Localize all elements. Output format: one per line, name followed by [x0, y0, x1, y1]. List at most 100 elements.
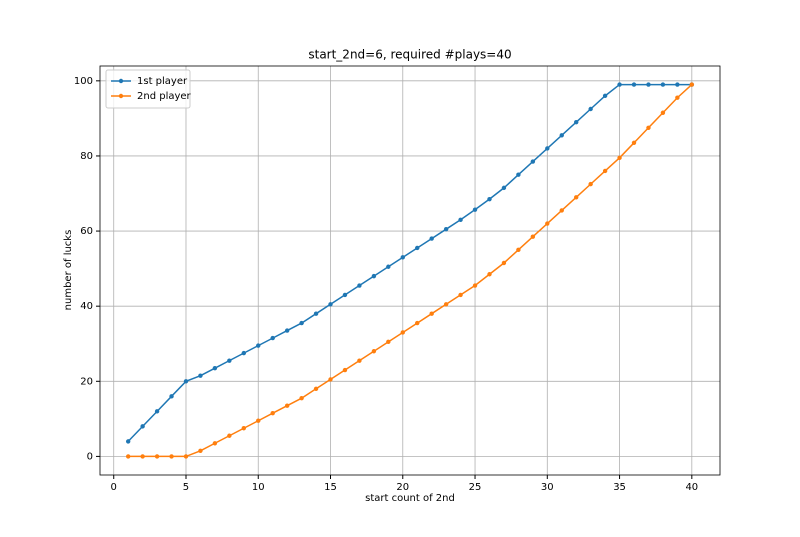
data-point [588, 106, 593, 112]
data-point [588, 181, 593, 187]
legend-label: 2nd player [137, 91, 192, 102]
plot-frame [99, 65, 721, 476]
data-point [183, 454, 189, 459]
data-point [357, 358, 362, 363]
data-point [559, 133, 564, 138]
data-point [646, 82, 651, 87]
data-point [675, 82, 680, 87]
data-point [602, 168, 608, 174]
data-point [400, 255, 405, 260]
data-point [328, 302, 333, 307]
data-point [545, 146, 550, 151]
data-point [574, 195, 579, 200]
data-point [342, 367, 348, 373]
data-point [631, 140, 637, 146]
x-tick-label: 30 [541, 482, 554, 493]
data-point [487, 196, 492, 202]
data-point [125, 439, 131, 444]
data-point [256, 418, 261, 423]
data-point [154, 409, 160, 414]
data-point [212, 441, 218, 446]
data-point [574, 119, 579, 125]
data-point [140, 424, 145, 429]
x-tick-label: 35 [613, 482, 626, 493]
data-point [660, 82, 666, 87]
data-point [227, 358, 232, 363]
data-point [530, 234, 536, 239]
data-point [472, 207, 478, 212]
data-point [270, 335, 275, 341]
y-tick-label: 20 [80, 376, 93, 387]
data-point [487, 272, 492, 277]
data-point [357, 283, 362, 288]
x-tick-label: 0 [111, 482, 117, 493]
data-point [602, 93, 608, 99]
x-tick-label: 5 [183, 482, 189, 493]
y-tick-label: 100 [74, 76, 93, 87]
data-point [458, 292, 463, 298]
data-point [559, 208, 564, 213]
data-point [169, 394, 174, 399]
data-point [284, 328, 290, 333]
legend-box [105, 69, 191, 109]
x-tick-label: 20 [396, 482, 409, 493]
y-tick-label: 60 [80, 226, 93, 237]
data-point [386, 339, 391, 345]
data-point [675, 95, 680, 100]
data-point [689, 82, 695, 87]
legend-label: 1st player [137, 76, 188, 87]
data-point [313, 311, 319, 316]
y-axis-label: number of lucks [63, 230, 74, 311]
y-tick-label: 40 [80, 301, 93, 312]
data-point [443, 302, 449, 307]
y-tick-label: 80 [80, 151, 93, 162]
data-point [328, 377, 333, 382]
data-point [660, 110, 666, 115]
data-point [284, 403, 290, 408]
data-point [429, 236, 434, 241]
data-point [241, 426, 246, 431]
data-point [516, 172, 521, 177]
y-tick-label: 0 [87, 451, 93, 462]
data-point [212, 365, 218, 371]
data-point [501, 185, 507, 191]
series-line [128, 84, 693, 458]
data-point [501, 260, 507, 266]
chart-title: start_2nd=6, required #plays=40 [308, 48, 511, 62]
data-point [140, 454, 145, 459]
data-point [313, 386, 319, 392]
data-point [631, 82, 637, 87]
data-point [371, 349, 377, 354]
data-point [646, 125, 651, 130]
x-tick-label: 10 [252, 482, 265, 493]
data-point [458, 217, 463, 222]
data-point [198, 448, 203, 453]
data-point [371, 273, 377, 279]
x-tick-label: 25 [469, 482, 482, 493]
data-point [617, 155, 622, 161]
data-point [386, 264, 391, 269]
data-point [429, 311, 434, 316]
data-point [516, 247, 521, 253]
data-point [415, 320, 420, 326]
data-point [241, 350, 246, 356]
x-axis-label: start count of 2nd [365, 493, 455, 504]
data-point [545, 221, 550, 226]
data-point [400, 330, 405, 335]
data-point [617, 82, 622, 87]
legend: 1st player 2nd player [105, 69, 192, 109]
data-point [415, 245, 420, 251]
x-tick-label: 40 [685, 482, 698, 493]
data-point [198, 373, 203, 378]
series-line [127, 83, 692, 442]
data-point [183, 379, 189, 384]
data-point [169, 454, 174, 459]
data-point [270, 411, 275, 416]
data-point [125, 454, 131, 459]
data-point [256, 343, 261, 348]
data-point [342, 292, 348, 298]
data-point [299, 395, 304, 401]
data-point [227, 433, 232, 438]
data-point [530, 159, 536, 164]
